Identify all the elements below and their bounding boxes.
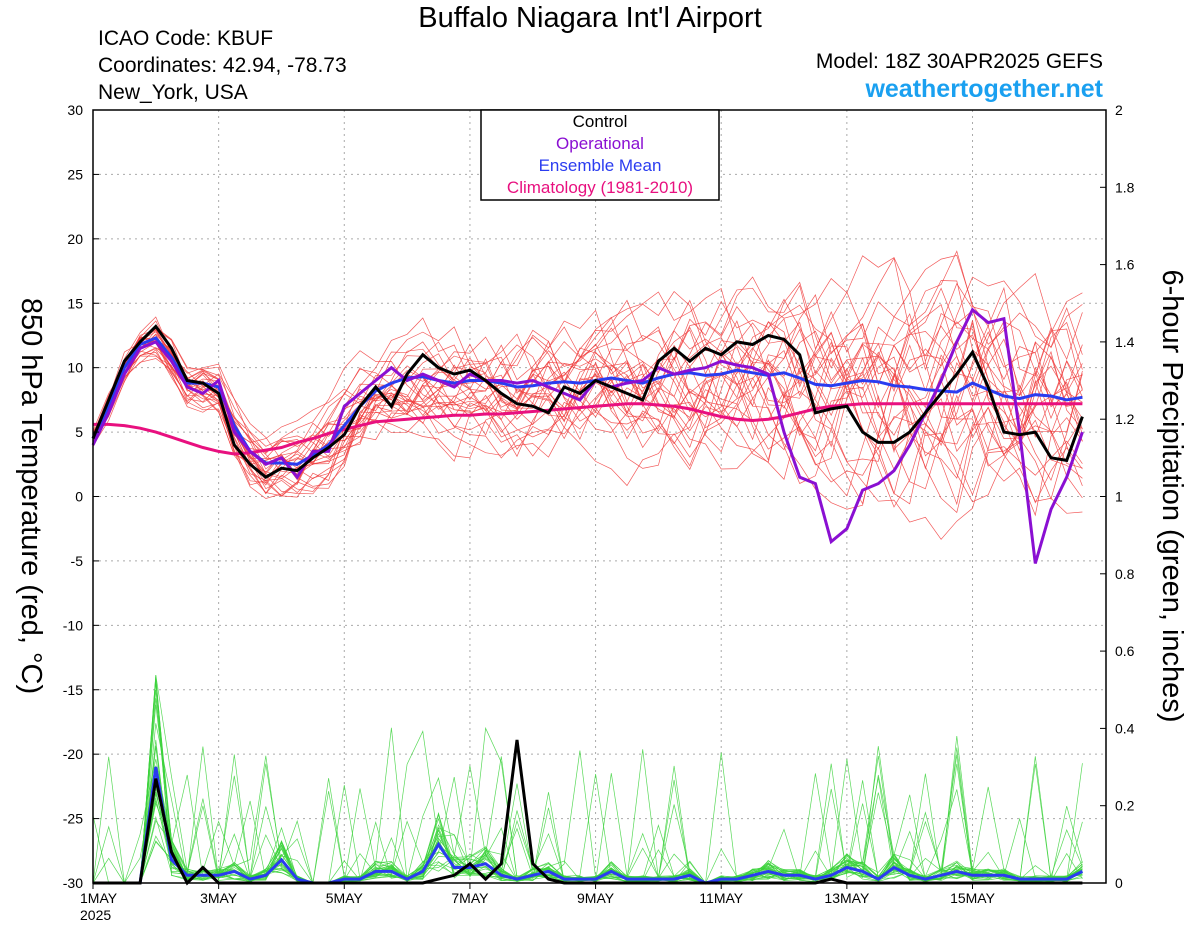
temperature-member-line	[92, 281, 1083, 487]
temperature-member-line	[92, 320, 1083, 506]
icao-code: ICAO Code: KBUF	[98, 27, 274, 50]
x-tick-label: 9MAY	[577, 890, 615, 906]
y-tick-label-right: 0	[1115, 875, 1123, 891]
y-tick-label-left: 5	[75, 424, 83, 440]
temperature-member-line	[92, 257, 1083, 498]
legend-item: Ensemble Mean	[539, 156, 662, 175]
legend-box	[480, 109, 720, 201]
precip-member-line	[93, 679, 1083, 884]
y-tick-label-right: 1.6	[1115, 257, 1135, 273]
y-axis-label-left: 850 hPa Temperature (red, °C)	[15, 298, 47, 694]
y-tick-label-left: -10	[63, 617, 83, 633]
y-tick-label-left: -15	[63, 682, 83, 698]
x-tick-label: 15MAY	[950, 890, 996, 906]
legend: Control Operational Ensemble Mean Climatolo…	[480, 109, 720, 201]
temperature-member-line	[92, 255, 1083, 486]
x-tick-label: 5MAY	[326, 890, 364, 906]
temperature-member-line	[92, 326, 1083, 540]
y-tick-label-right: 0.6	[1115, 643, 1135, 659]
y-tick-label-left: 20	[67, 231, 83, 247]
y-tick-label-right: 1	[1115, 489, 1123, 505]
y-tick-label-right: 1.4	[1115, 334, 1135, 350]
y-tick-label-left: 10	[67, 360, 83, 376]
operational-line	[91, 307, 1084, 564]
precip-member-line	[93, 727, 1083, 884]
location: New_York, USA	[98, 81, 248, 104]
axes: 302520151050-5-10-15-20-25-3021.81.61.41…	[63, 102, 1135, 923]
y-tick-label-right: 1.2	[1115, 411, 1135, 427]
x-year-label: 2025	[80, 907, 111, 923]
precip-member-line	[92, 723, 1083, 884]
precip-member-line	[92, 677, 1083, 884]
precip-member-line	[93, 773, 1083, 884]
y-tick-label-left: 0	[75, 489, 83, 505]
x-tick-label: 13MAY	[824, 890, 870, 906]
x-tick-label: 7MAY	[451, 890, 489, 906]
y-tick-label-left: 15	[67, 295, 83, 311]
temperature-member-line	[92, 272, 1083, 453]
y-tick-label-left: -30	[63, 875, 83, 891]
control-line	[91, 324, 1084, 480]
legend-item: Control	[573, 112, 628, 131]
y-tick-label-right: 0.4	[1115, 720, 1135, 736]
climatology-line	[93, 402, 1083, 456]
series-lines	[91, 307, 1084, 886]
y-tick-label-right: 1.8	[1115, 179, 1135, 195]
precip-member-line	[92, 675, 1083, 884]
precip-member-line	[93, 774, 1083, 884]
grid	[93, 110, 1106, 883]
y-axis-label-right: 6-hour Precipitation (green, inches)	[1156, 270, 1188, 723]
legend-item: Operational	[556, 134, 644, 153]
model-run: Model: 18Z 30APR2025 GEFS	[815, 50, 1103, 73]
precip-member-line	[93, 674, 1083, 884]
y-tick-label-left: 25	[67, 166, 83, 182]
precip-member-line	[93, 682, 1083, 884]
legend-item: Climatology (1981-2010)	[507, 178, 693, 197]
y-tick-label-left: -25	[63, 811, 83, 827]
temperature-member-line	[92, 299, 1083, 514]
x-tick-label: 3MAY	[200, 890, 238, 906]
y-tick-label-left: -5	[71, 553, 84, 569]
chart-title: Buffalo Niagara Int'l Airport	[418, 2, 762, 34]
precip-members	[92, 674, 1083, 884]
coordinates: Coordinates: 42.94, -78.73	[98, 54, 347, 77]
precip-mean-line	[93, 766, 1084, 885]
temperature-member-line	[92, 320, 1083, 493]
precip-member-line	[93, 726, 1083, 884]
precip-member-line	[93, 680, 1083, 884]
precip-member-line	[93, 680, 1083, 884]
temperature-member-line	[92, 276, 1083, 467]
site-name: weathertogether.net	[865, 75, 1103, 103]
y-tick-label-left: -20	[63, 746, 83, 762]
y-tick-label-right: 0.2	[1115, 798, 1135, 814]
temperature-member-line	[92, 290, 1083, 505]
x-tick-label: 11MAY	[699, 890, 743, 906]
y-tick-label-left: 30	[67, 102, 83, 118]
temperature-member-line	[92, 331, 1083, 492]
y-tick-label-right: 2	[1115, 102, 1123, 118]
y-tick-label-right: 0.8	[1115, 566, 1135, 582]
x-tick-label: 1MAY	[80, 890, 118, 906]
